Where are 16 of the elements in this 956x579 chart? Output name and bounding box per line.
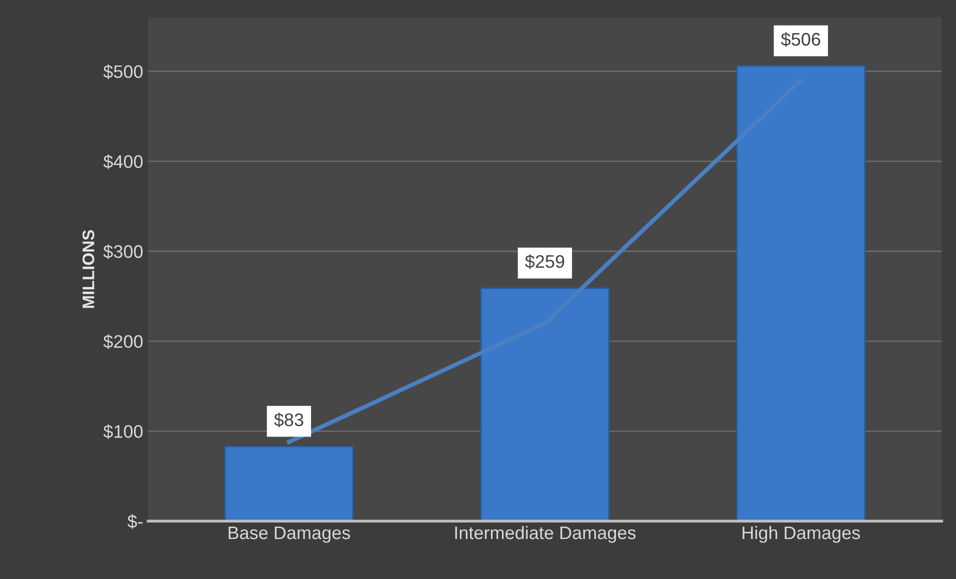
- x-tick-label: Intermediate Damages: [455, 526, 636, 543]
- data-label: $506: [780, 32, 820, 47]
- data-label: $259: [525, 254, 564, 269]
- y-tick-label: $100: [103, 424, 143, 439]
- data-label: $83: [274, 412, 304, 428]
- y-tick-label: $-: [127, 514, 143, 529]
- bar: [224, 446, 354, 522]
- bar: [480, 287, 610, 522]
- x-tick-label: High Damages: [742, 526, 860, 543]
- y-axis-title: MILLIONS: [82, 230, 94, 308]
- y-tick-label: $400: [103, 154, 143, 170]
- x-tick-label: Base Damages: [228, 526, 350, 543]
- y-tick-label: $200: [103, 334, 143, 349]
- y-tick-label: $300: [103, 244, 143, 260]
- y-tick-label: $500: [103, 64, 143, 80]
- bar: [736, 65, 866, 522]
